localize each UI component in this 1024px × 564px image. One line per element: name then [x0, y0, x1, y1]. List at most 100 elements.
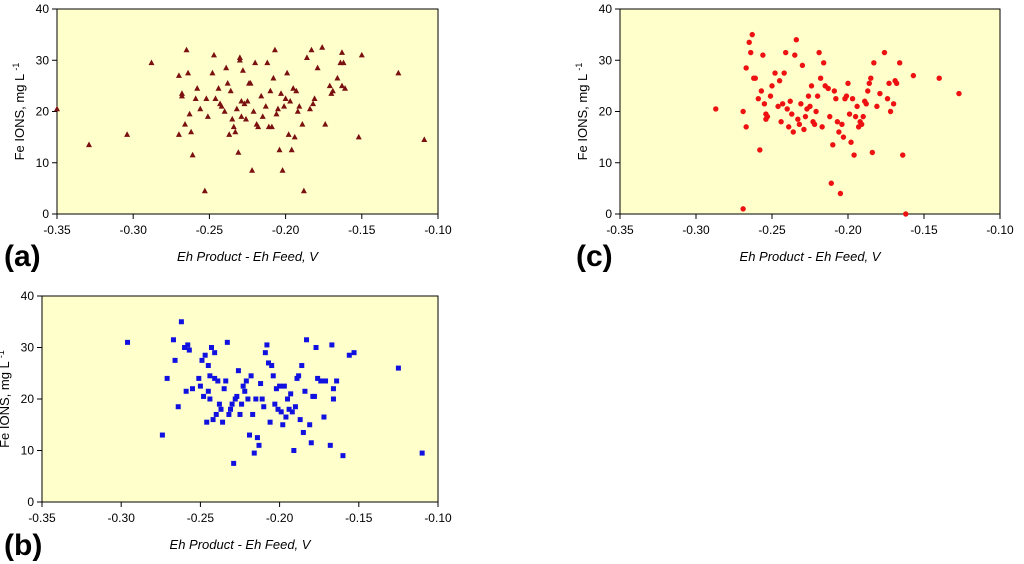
data-point-c [816, 49, 822, 56]
data-point-b [311, 393, 317, 399]
data-point-b [226, 411, 232, 417]
data-point-c [827, 113, 833, 120]
data-point-c [767, 93, 774, 99]
y-tick-label-c: 10 [599, 156, 613, 170]
data-point-c [772, 70, 778, 76]
data-point-b [275, 406, 281, 412]
data-point-a [291, 133, 298, 140]
data-point-c [775, 103, 781, 110]
y-tick-label-a: 30 [36, 53, 50, 67]
data-point-c [802, 113, 809, 120]
data-point-a [421, 136, 428, 142]
data-point-c [956, 90, 962, 97]
data-point-a [209, 69, 216, 76]
data-point-b [254, 435, 260, 441]
data-point-a [232, 128, 239, 135]
y-tick-label-b: 10 [21, 444, 35, 458]
data-point-c [877, 90, 883, 97]
data-point-c [817, 75, 824, 81]
data-point-c [830, 142, 836, 148]
data-point-b [251, 450, 257, 456]
data-point-c [900, 152, 906, 158]
data-point-b [201, 393, 207, 399]
data-point-c [836, 129, 842, 135]
data-point-a [54, 105, 60, 112]
data-point-a [326, 82, 333, 89]
data-point-a [276, 146, 283, 153]
data-point-a [340, 59, 347, 66]
data-point-c [807, 103, 813, 110]
data-point-c [860, 113, 866, 120]
data-point-a [252, 59, 259, 66]
x-tick-label-a: -0.35 [43, 223, 71, 237]
data-point-b [302, 388, 308, 394]
data-point-b [272, 401, 278, 407]
x-tick-label-b: -0.35 [28, 511, 56, 525]
data-point-b [170, 337, 176, 343]
y-tick-label-a: 0 [42, 207, 49, 221]
data-point-c [851, 152, 857, 158]
data-point-a [244, 97, 251, 104]
data-point-c [871, 60, 877, 66]
data-point-c [831, 88, 838, 94]
x-tick-label-a: -0.10 [424, 223, 452, 237]
data-point-c [936, 75, 942, 81]
data-point-b [273, 386, 279, 392]
data-point-a [338, 82, 345, 89]
data-point-c [819, 124, 825, 130]
data-point-b [182, 345, 188, 350]
data-point-c [801, 126, 807, 133]
data-point-a [182, 121, 189, 127]
data-point-a [274, 105, 281, 112]
data-point-a [218, 103, 225, 109]
data-point-b [395, 365, 401, 371]
data-point-c [713, 106, 719, 112]
data-point-a [294, 108, 301, 114]
y-axis-label-a: Fe IONS, mg L -1 [11, 63, 27, 161]
x-tick-label-a: -0.25 [196, 223, 224, 237]
data-point-b [235, 368, 241, 374]
data-point-c [740, 206, 746, 212]
data-point-a [300, 187, 307, 194]
data-point-c [881, 49, 888, 56]
data-point-a [238, 97, 245, 104]
data-point-b [262, 350, 268, 356]
data-point-c [814, 93, 821, 99]
x-tick-label-b: -0.20 [266, 511, 294, 525]
data-point-b [231, 460, 237, 466]
y-tick-label-b: 0 [27, 495, 34, 509]
data-point-a [86, 141, 93, 148]
data-point-b [297, 417, 303, 423]
data-point-c [828, 180, 834, 186]
data-point-b [253, 396, 259, 402]
data-point-c [874, 103, 880, 110]
y-tick-label-c: 30 [599, 53, 613, 67]
data-point-b [266, 360, 272, 366]
panel-label-c: (c) [576, 240, 613, 273]
data-point-c [852, 113, 859, 120]
data-point-b [247, 432, 253, 438]
data-point-a [338, 49, 345, 55]
data-point-b [346, 352, 352, 358]
data-point-b [264, 342, 270, 348]
data-point-b [205, 363, 211, 369]
data-point-a [236, 56, 243, 63]
data-point-c [854, 103, 860, 110]
x-tick-label-c: -0.30 [682, 223, 710, 237]
data-point-b [299, 363, 305, 369]
data-point-c [798, 101, 804, 107]
data-point-a [258, 92, 265, 99]
data-point-c [786, 124, 792, 130]
data-point-c [784, 106, 790, 112]
data-point-b [270, 373, 276, 379]
data-point-c [805, 93, 812, 99]
x-tick-label-c: -0.15 [910, 223, 938, 237]
data-point-a [284, 69, 291, 76]
data-point-b [232, 396, 238, 402]
plot-area-c [619, 8, 1001, 215]
data-point-c [757, 147, 763, 153]
data-point-a [188, 128, 195, 135]
data-point-b [164, 375, 170, 381]
data-point-a [189, 151, 196, 158]
data-point-c [781, 70, 787, 76]
